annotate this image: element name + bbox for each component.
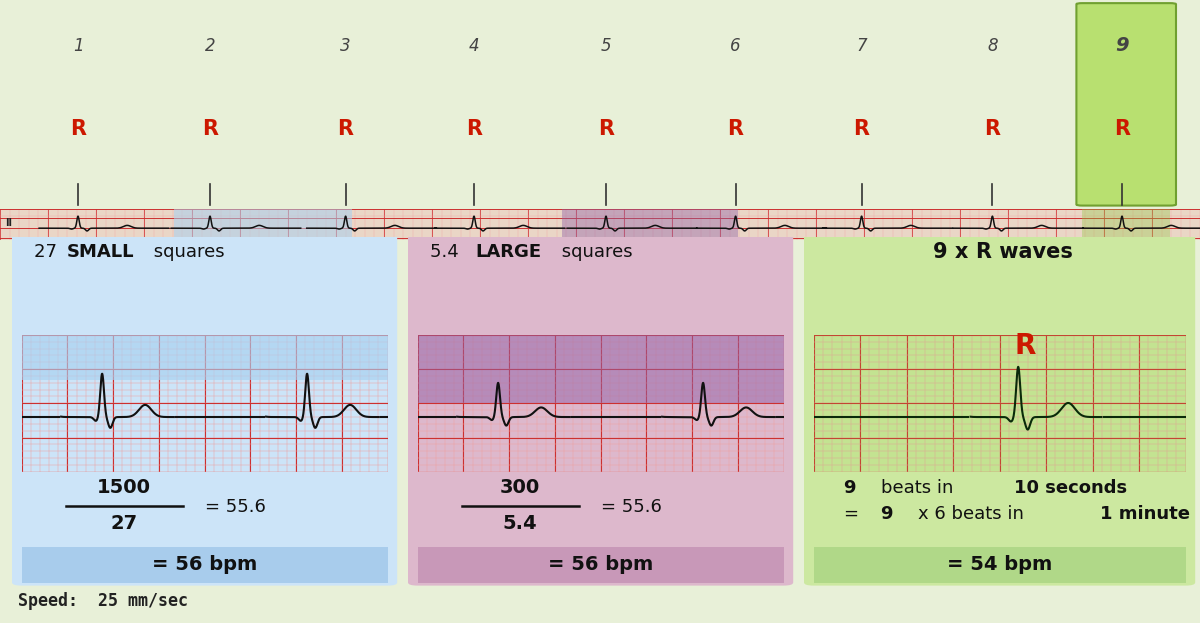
Text: 7: 7	[857, 37, 866, 55]
Text: 5: 5	[601, 37, 611, 55]
Text: = 56 bpm: = 56 bpm	[548, 555, 653, 574]
Text: = 54 bpm: = 54 bpm	[947, 555, 1052, 574]
Text: 9 x: 9 x	[932, 242, 976, 262]
Text: squares: squares	[556, 244, 632, 261]
Text: 2: 2	[205, 37, 215, 55]
Text: R: R	[727, 120, 744, 140]
Text: LARGE: LARGE	[475, 244, 541, 261]
FancyBboxPatch shape	[1076, 3, 1176, 206]
Text: R: R	[466, 120, 482, 140]
Text: = 55.6: = 55.6	[601, 498, 661, 516]
Text: 1500: 1500	[97, 478, 151, 497]
Bar	[22, 547, 388, 583]
Text: 9: 9	[1115, 36, 1129, 55]
Text: R: R	[598, 120, 614, 140]
FancyBboxPatch shape	[804, 234, 1195, 586]
FancyBboxPatch shape	[408, 234, 793, 586]
Text: 1: 1	[73, 37, 83, 55]
Text: R: R	[984, 120, 1001, 140]
Text: 1 minute: 1 minute	[1100, 505, 1190, 523]
Text: 9: 9	[881, 505, 893, 523]
Text: 10 seconds: 10 seconds	[1014, 479, 1128, 497]
Text: R waves: R waves	[976, 242, 1073, 262]
Text: 3: 3	[341, 37, 350, 55]
FancyBboxPatch shape	[12, 234, 397, 586]
Text: R: R	[337, 120, 354, 140]
Text: Speed:  25 mm/sec: Speed: 25 mm/sec	[18, 592, 188, 610]
Text: 300: 300	[500, 478, 540, 497]
Text: 8: 8	[988, 37, 997, 55]
Text: squares: squares	[148, 244, 224, 261]
Bar	[418, 335, 784, 403]
Text: 27: 27	[34, 244, 62, 261]
Text: 4: 4	[469, 37, 479, 55]
Text: =: =	[844, 505, 858, 523]
Bar	[22, 335, 388, 381]
Text: R: R	[1114, 120, 1130, 140]
Text: R: R	[70, 120, 86, 140]
Text: R: R	[202, 120, 218, 140]
Text: = 55.6: = 55.6	[204, 498, 265, 516]
Bar	[174, 205, 352, 240]
Text: II: II	[5, 217, 12, 228]
Bar	[814, 547, 1186, 583]
Bar	[562, 205, 738, 240]
Bar	[1082, 205, 1170, 240]
Text: 5.4: 5.4	[430, 244, 464, 261]
Text: beats in: beats in	[881, 479, 953, 497]
Text: R: R	[853, 120, 870, 140]
Text: 6: 6	[731, 37, 740, 55]
Text: 9: 9	[844, 479, 856, 497]
Text: x 6 beats in: x 6 beats in	[918, 505, 1024, 523]
Text: = 56 bpm: = 56 bpm	[152, 555, 257, 574]
Text: 5.4: 5.4	[503, 514, 538, 533]
Text: R: R	[1015, 332, 1037, 360]
Text: SMALL: SMALL	[67, 244, 134, 261]
Text: 27: 27	[110, 514, 138, 533]
Bar	[418, 547, 784, 583]
